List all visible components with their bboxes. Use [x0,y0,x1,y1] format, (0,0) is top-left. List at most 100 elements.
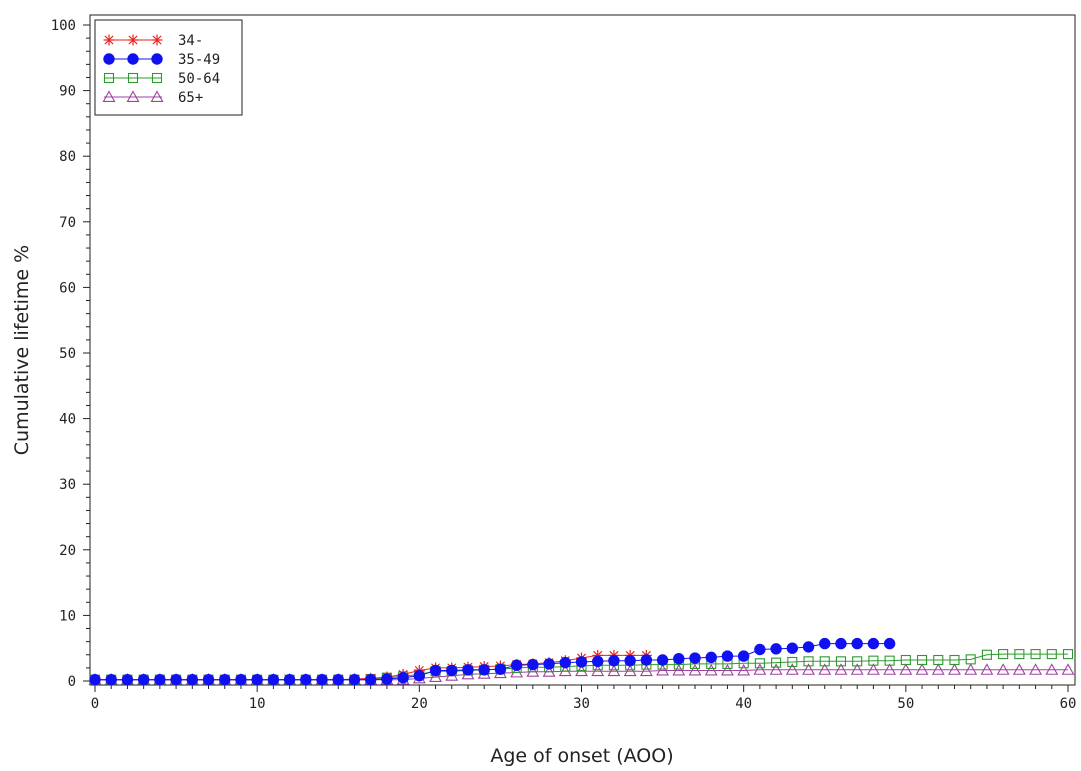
series-point-50-64 [787,656,798,668]
series-point-35-49 [819,637,831,650]
series-point-35-49 [235,673,247,686]
series-point-65plus [126,90,140,102]
series-point-65plus [623,664,637,677]
series-point-34 [127,34,139,46]
series-point-50-64 [949,654,960,666]
y-tick-label: 90 [59,84,76,100]
series-point-50-64 [965,654,976,665]
x-tick-label: 50 [897,696,914,712]
series-point-65plus [591,664,605,677]
series-point-35-49 [705,651,717,664]
series-point-34 [151,34,163,46]
series-point-35-49 [802,641,815,653]
series-point-65plus [1029,663,1043,675]
series-point-50-64 [1062,649,1074,660]
y-tick-label: 60 [59,280,76,296]
series-point-35-49 [170,673,182,686]
star-stroke [104,35,114,45]
x-axis-title: Age of onset (AOO) [490,745,673,767]
series-point-50-64 [900,654,911,666]
series-point-50-64 [1046,649,1057,660]
series-point-65plus [769,663,783,675]
series-point-35-49 [721,650,734,662]
series-point-65plus [1012,663,1026,675]
series-point-35-49 [575,656,588,668]
series-point-35-49 [510,659,523,671]
series-point-50-64 [916,654,928,666]
series-point-35-49 [624,654,636,667]
plot-frame [89,14,1076,686]
legend-label: 35-49 [178,52,220,68]
legend-entry: 65+ [102,90,203,106]
series-point-35-49 [89,673,101,686]
series-point-50-64 [884,655,895,666]
star-stroke [128,35,138,45]
series-point-35-49 [543,658,555,670]
series-point-35-49 [446,664,458,677]
series-point-35-49 [883,637,896,650]
series-point-65plus [931,663,945,675]
series-point-35-49 [413,670,426,682]
series-point-35-49 [462,664,474,676]
series-point-65plus [850,663,864,675]
series-point-65plus [737,663,751,676]
series-point-35-49 [332,673,344,686]
series-layer [88,637,1075,686]
series-point-50-64 [151,72,163,84]
series-point-35-49 [478,664,490,676]
series-point-65plus [1061,663,1075,675]
legend-entry: 35-49 [103,52,220,68]
legend-entry: 34- [103,33,203,49]
series-point-35-49 [673,652,685,665]
plot-area [89,14,1076,686]
legend-label: 34- [178,33,203,49]
series-point-35-49 [121,673,134,686]
series-point-35-49 [640,654,653,666]
series-point-65plus [150,90,164,102]
series-point-35-49 [348,673,361,686]
series-point-35-49 [786,642,799,654]
series-35-49 [89,637,896,686]
y-tick-label: 30 [59,477,76,493]
series-point-50-64 [981,649,992,660]
series-point-34 [103,34,115,46]
series-point-50-64 [754,658,765,669]
series-point-65plus [915,663,929,675]
series-point-65plus [785,663,799,675]
series-point-35-49 [154,673,166,686]
y-tick-label: 80 [59,149,76,165]
series-point-50-64 [933,654,944,666]
series-point-35-49 [364,673,377,686]
series-point-50-64 [835,656,847,667]
series-point-35-49 [851,637,863,650]
series-point-65plus [429,670,442,683]
axes: 0 10 20 30 40 50 60 0 10 20 30 40 50 60 70 80 90 100 [51,18,1077,712]
series-point-65plus [688,663,702,676]
series-point-35-49 [527,658,539,671]
series-point-50-64 [803,656,814,667]
series-point-65plus [102,90,116,102]
y-tick-label: 10 [59,608,76,624]
legend: 34- 35-49 50-64 65+ [94,19,243,116]
series-point-65plus [996,663,1010,675]
series-point-50-64 [868,655,879,666]
series-point-35-49 [429,664,442,677]
series-point-35-49 [127,53,139,65]
series-point-65plus [834,663,848,675]
x-tick-label: 60 [1060,696,1077,712]
y-tick-label: 20 [59,543,76,559]
series-point-50-64 [1014,649,1025,660]
series-point-65plus [721,663,734,676]
series-point-65plus [1045,663,1059,675]
series-point-65plus [964,663,978,675]
x-tick-label: 0 [91,696,99,712]
series-point-65plus [818,663,832,675]
series-point-35-49 [559,656,571,669]
series-point-35-49 [105,673,117,686]
series-point-65plus [948,663,961,675]
series-point-35-49 [219,673,231,686]
series-point-35-49 [283,673,296,686]
series-point-50-64 [819,656,830,667]
legend-label: 65+ [178,90,203,106]
series-point-35-49 [754,643,766,656]
